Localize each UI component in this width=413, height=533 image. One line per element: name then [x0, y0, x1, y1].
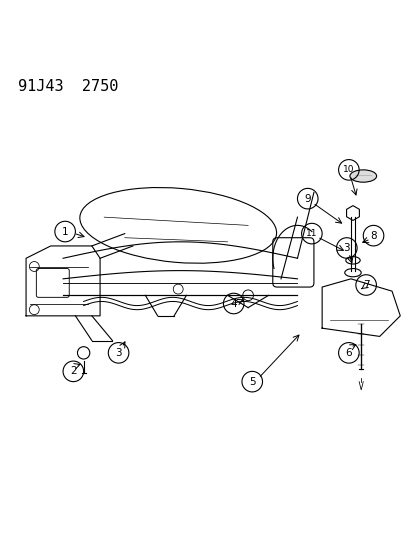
Text: 8: 8: [369, 231, 376, 241]
Text: 10: 10: [342, 165, 354, 174]
Text: 3: 3: [115, 348, 121, 358]
Text: 3: 3: [343, 243, 349, 253]
Text: 6: 6: [345, 348, 351, 358]
Text: 5: 5: [248, 377, 255, 386]
Text: 9: 9: [304, 193, 310, 204]
Text: 2: 2: [70, 366, 76, 376]
Text: 11: 11: [305, 229, 317, 238]
Text: 91J43  2750: 91J43 2750: [18, 79, 118, 94]
Ellipse shape: [349, 170, 376, 182]
Text: 1: 1: [62, 227, 68, 237]
Text: 7: 7: [362, 280, 368, 290]
Text: 4: 4: [230, 298, 237, 309]
